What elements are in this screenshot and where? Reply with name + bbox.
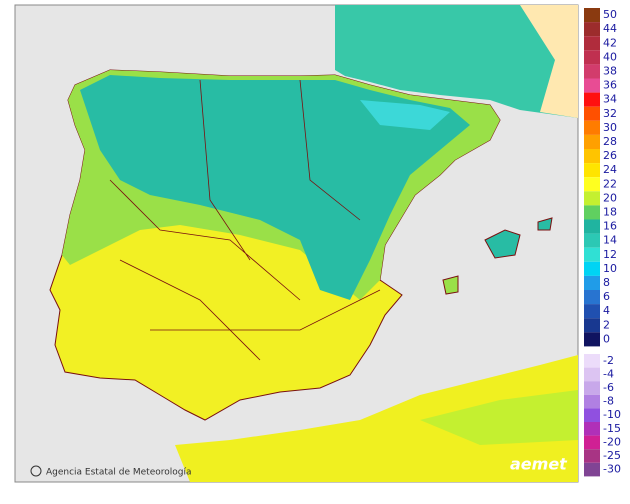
credit: Agencia Estatal de Meteorología: [46, 468, 192, 478]
legend-swatch: [584, 408, 600, 422]
legend-swatch: [584, 332, 600, 347]
legend-label: -20: [603, 435, 621, 448]
legend-swatch: [584, 163, 600, 178]
legend-label: 26: [603, 149, 617, 162]
legend-swatch: [584, 36, 600, 51]
legend-label: 8: [603, 276, 610, 289]
legend-swatch: [584, 394, 600, 409]
legend-label: 24: [603, 163, 617, 176]
legend-label: 28: [603, 135, 617, 148]
legend-label: 38: [603, 64, 617, 77]
legend-swatch: [584, 462, 600, 477]
legend-swatch: [584, 64, 600, 79]
island: [442, 275, 459, 295]
legend-swatch: [584, 78, 600, 93]
legend-swatch: [584, 120, 600, 135]
legend-label: 16: [603, 220, 617, 233]
legend-label: 6: [603, 290, 610, 303]
legend-swatch: [584, 22, 600, 37]
region-borders: [109, 79, 381, 361]
legend-swatch: [584, 449, 600, 463]
legend-label: -6: [603, 381, 614, 394]
island: [484, 229, 521, 259]
legend-swatch: [584, 191, 600, 206]
legend-label: 36: [603, 79, 617, 92]
legend-swatch: [584, 381, 600, 395]
legend-swatch: [584, 177, 600, 192]
legend-label: 32: [603, 107, 617, 120]
legend-label: 34: [603, 93, 617, 106]
legend-swatch: [584, 106, 600, 121]
legend-label: -2: [603, 354, 614, 367]
legend-swatch: [584, 367, 600, 382]
legend-swatch: [584, 8, 600, 23]
legend-label: 14: [603, 234, 617, 247]
legend-label: 10: [603, 262, 617, 275]
legend-label: 44: [603, 22, 617, 35]
logo: aemet: [510, 455, 568, 474]
legend-label: 22: [603, 177, 617, 190]
legend-swatch: [584, 435, 600, 450]
legend-label: 42: [603, 36, 617, 49]
legend-swatch: [584, 233, 600, 248]
legend-swatch: [584, 275, 600, 290]
legend-swatch: [584, 318, 600, 333]
legend-label: 18: [603, 205, 617, 218]
legend-swatch: [584, 50, 600, 65]
legend-label: -25: [603, 449, 621, 462]
island: [537, 217, 553, 231]
cool-zone: [80, 75, 470, 300]
legend-label: 30: [603, 121, 617, 134]
cold-zone: [360, 100, 450, 130]
africa-land: [175, 355, 578, 482]
legend-swatch: [584, 422, 600, 436]
legend-label: 4: [603, 304, 610, 317]
legend-label: 2: [603, 318, 610, 331]
legend-label: 50: [603, 8, 617, 21]
legend-label: -15: [603, 422, 621, 435]
legend-label: -10: [603, 408, 621, 421]
legend-label: 20: [603, 191, 617, 204]
copyright-icon: [30, 465, 42, 477]
legend-label: -8: [603, 395, 614, 408]
legend-swatch: [584, 92, 600, 107]
legend-swatch: [584, 134, 600, 149]
france-land: [335, 5, 578, 118]
legend-swatch: [584, 219, 600, 234]
legend-swatch: [584, 205, 600, 220]
legend-swatch: [584, 261, 600, 276]
legend-swatch: [584, 354, 600, 368]
legend-swatch: [584, 304, 600, 319]
legend-label: -4: [603, 367, 614, 380]
legend-swatch: [584, 290, 600, 305]
legend-label: -30: [603, 463, 621, 476]
france-land-east: [520, 5, 578, 118]
legend-label: 0: [603, 332, 610, 345]
legend-label: 12: [603, 248, 617, 261]
legend-swatch: [584, 149, 600, 164]
legend-swatch: [584, 247, 600, 262]
legend-label: 40: [603, 50, 617, 63]
africa-zone: [420, 390, 578, 445]
